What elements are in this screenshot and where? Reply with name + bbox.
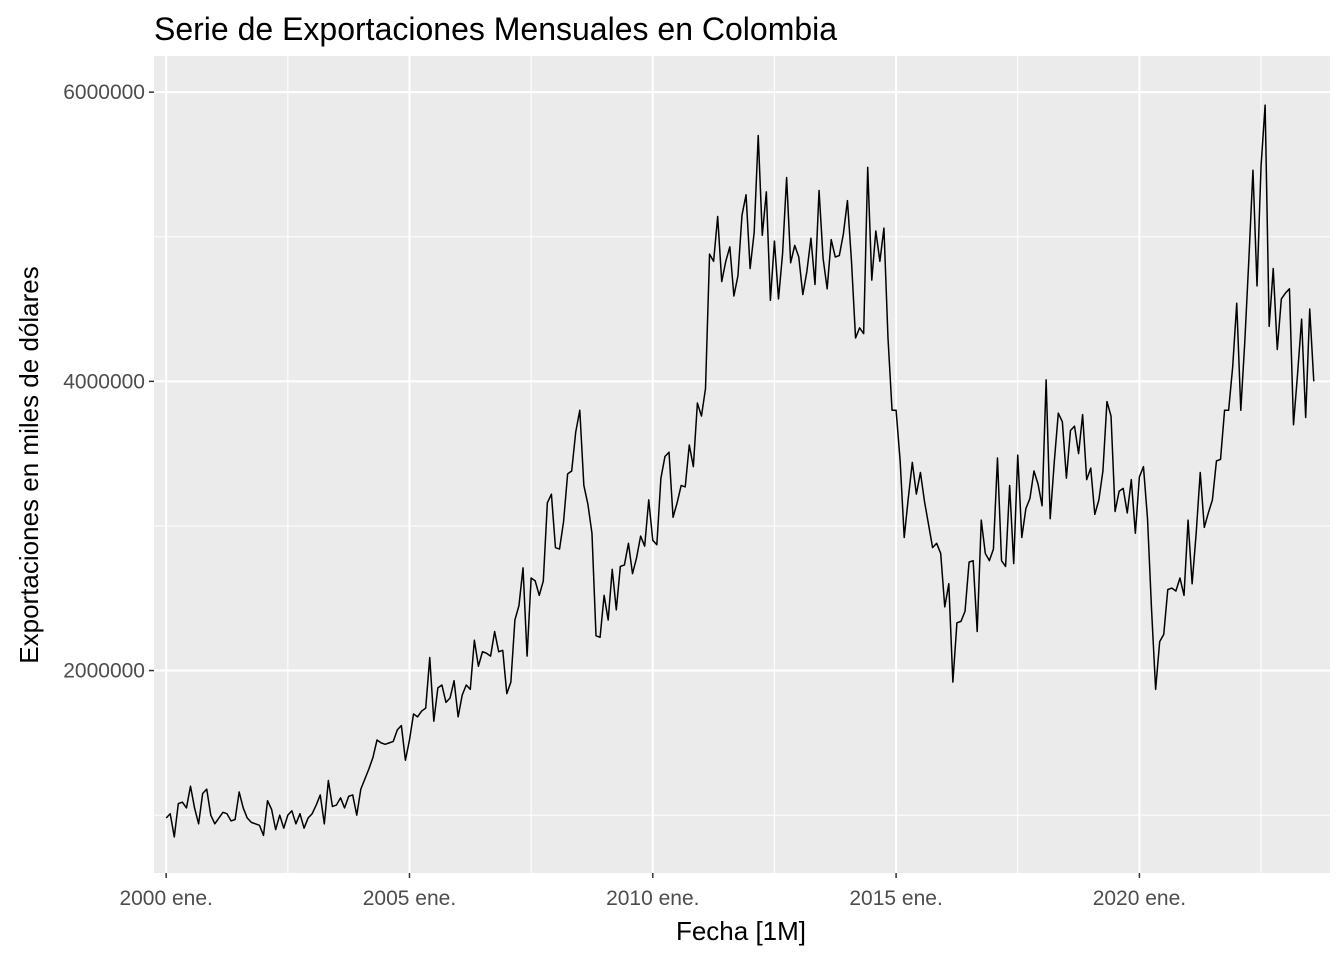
- y-tick-label: 6000000: [63, 81, 145, 104]
- x-tick-label: 2015 ene.: [849, 887, 942, 910]
- x-axis: 2000 ene. 2005 ene. 2010 ene. 2015 ene. 2020…: [119, 873, 1186, 910]
- chart-title: Serie de Exportaciones Mensuales en Colo…: [154, 11, 837, 47]
- x-tick-label: 2005 ene.: [363, 887, 456, 910]
- y-axis-title: Exportaciones en miles de dólares: [14, 266, 44, 663]
- minor-gridlines: [154, 56, 1330, 873]
- y-axis: 2000000 4000000 6000000: [63, 81, 154, 683]
- y-tick-label: 4000000: [63, 370, 145, 393]
- series-line: [165, 104, 1315, 838]
- x-tick-label: 2000 ene.: [119, 887, 212, 910]
- x-tick-label: 2010 ene.: [606, 887, 699, 910]
- x-tick-label: 2020 ene.: [1093, 887, 1186, 910]
- x-axis-title: Fecha [1M]: [676, 916, 806, 946]
- y-tick-label: 2000000: [63, 660, 145, 683]
- plot-panel: [154, 56, 1330, 873]
